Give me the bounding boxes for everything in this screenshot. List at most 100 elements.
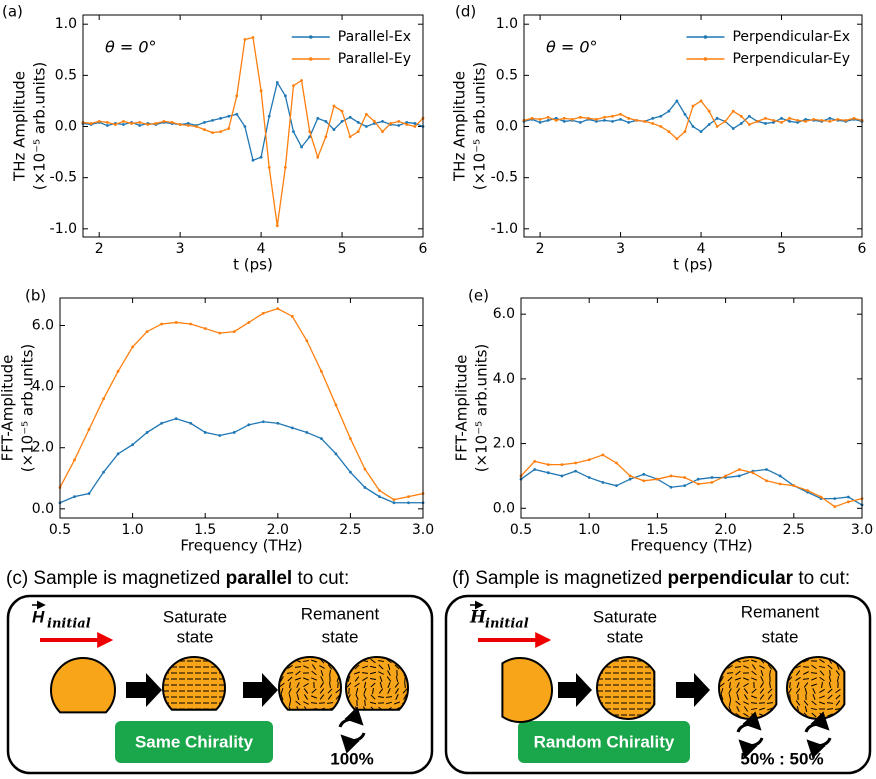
- series-marker: [87, 492, 91, 495]
- series-marker: [389, 122, 393, 125]
- moment: [279, 659, 285, 663]
- series-marker: [778, 474, 782, 478]
- series-marker: [407, 501, 410, 505]
- moment: [386, 714, 392, 715]
- moment: [803, 659, 809, 663]
- series-marker: [267, 166, 271, 169]
- field-subscript: initial: [485, 617, 529, 632]
- series-marker: [846, 500, 850, 504]
- moment: [336, 713, 341, 716]
- series-marker: [836, 117, 840, 121]
- series-marker: [130, 122, 133, 125]
- moment: [295, 700, 301, 706]
- moment: [403, 664, 407, 670]
- series-marker: [696, 482, 700, 486]
- series-marker: [235, 94, 239, 98]
- series-marker: [586, 116, 590, 120]
- series-marker: [89, 122, 93, 125]
- series-marker: [667, 109, 671, 113]
- series-marker: [667, 130, 671, 134]
- series-marker: [251, 158, 255, 162]
- moment: [303, 665, 309, 669]
- moment: [379, 676, 383, 682]
- series-marker: [232, 330, 236, 334]
- moment: [303, 694, 309, 700]
- moment: [336, 663, 340, 671]
- moment: [789, 693, 791, 701]
- moment: [310, 702, 318, 704]
- series-marker: [683, 484, 687, 488]
- moment: [362, 714, 367, 716]
- diagram-box: [444, 594, 872, 775]
- series-marker: [319, 369, 323, 373]
- moment: [287, 664, 293, 670]
- series-marker: [413, 122, 417, 125]
- caption-text: (f) Sample is magnetized: [452, 568, 663, 589]
- moment: [394, 715, 400, 716]
- moment: [327, 694, 333, 700]
- moment: [327, 688, 333, 694]
- moment: [759, 665, 765, 669]
- series-marker: [292, 84, 295, 87]
- legend-label: Perpendicular-Ex: [732, 29, 850, 45]
- moment: [796, 682, 800, 688]
- sample-outline: [278, 656, 342, 711]
- moment: [826, 708, 834, 710]
- moment: [751, 688, 757, 694]
- sample-outline: [162, 656, 226, 711]
- series-marker: [772, 121, 775, 124]
- y-tick-label: -0.5: [50, 170, 77, 186]
- series-marker: [219, 130, 223, 134]
- moment: [363, 681, 367, 689]
- series-marker: [651, 116, 655, 120]
- series-marker: [611, 119, 614, 123]
- series-marker: [138, 124, 142, 127]
- moment: [777, 664, 778, 670]
- series-marker: [232, 431, 236, 434]
- y-axis-label: FFT-Amplitude: [453, 355, 471, 462]
- moment: [280, 706, 284, 710]
- moment: [296, 713, 301, 716]
- series-marker: [174, 417, 178, 421]
- series-marker: [812, 117, 816, 121]
- series-marker: [699, 130, 703, 134]
- x-axis-label: Frequency (THz): [180, 537, 302, 555]
- moment: [403, 713, 407, 717]
- series-marker: [587, 476, 591, 479]
- moment: [369, 665, 377, 669]
- series-marker: [788, 119, 791, 123]
- y-tick-label: -1.0: [491, 221, 518, 237]
- moment: [720, 706, 724, 712]
- series-marker: [218, 434, 222, 437]
- moment: [719, 682, 725, 688]
- moment: [787, 712, 793, 718]
- moment: [296, 682, 300, 688]
- y-axis-label: (×10⁻⁵ arb.units): [471, 62, 489, 191]
- cycle-arrow: [804, 711, 830, 733]
- series-marker: [804, 119, 808, 123]
- series-marker: [611, 114, 614, 118]
- series-marker: [259, 89, 263, 93]
- moment: [811, 677, 817, 681]
- series-marker: [105, 121, 109, 124]
- moment: [378, 714, 384, 716]
- moment: [767, 694, 773, 700]
- moment: [311, 659, 317, 663]
- series-marker: [73, 495, 76, 499]
- moment: [742, 660, 750, 662]
- series-marker: [316, 116, 320, 120]
- series-marker: [731, 127, 735, 130]
- moment: [802, 678, 810, 680]
- moment: [795, 665, 801, 669]
- series-marker: [587, 458, 591, 462]
- moment: [743, 694, 749, 700]
- moment: [720, 693, 724, 701]
- sample-shape: [163, 657, 225, 710]
- moment: [326, 702, 334, 704]
- moment: [795, 700, 801, 706]
- series-marker: [356, 121, 360, 124]
- legend-label: Perpendicular-Ey: [732, 51, 850, 67]
- y-tick-label: 6.0: [32, 318, 54, 334]
- moment: [735, 688, 741, 694]
- moment: [280, 676, 284, 682]
